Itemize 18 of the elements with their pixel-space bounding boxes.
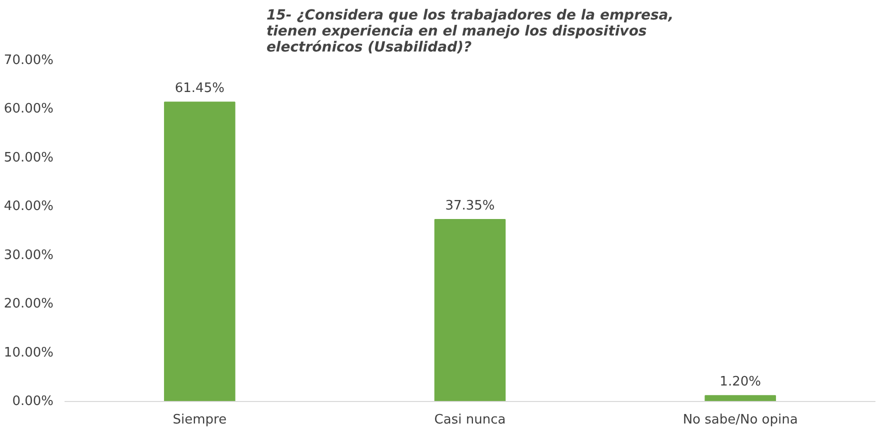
y-tick-label: 10.00% bbox=[4, 345, 54, 360]
y-tick-label: 60.00% bbox=[4, 102, 54, 117]
y-tick-label: 20.00% bbox=[4, 296, 54, 312]
data-label: 1.20% bbox=[720, 374, 761, 390]
data-label: 61.45% bbox=[174, 81, 224, 96]
x-tick-label: Siempre bbox=[172, 412, 227, 428]
bar bbox=[164, 102, 236, 402]
x-tick-label: No sabe/No opina bbox=[682, 412, 798, 428]
bar bbox=[704, 395, 776, 402]
chart-title: 15- ¿Considera que los trabajadores de la empresa, tienen experiencia en el manejo los dispositivos electrónicos (Usabilidad)? bbox=[266, 8, 674, 56]
y-tick-label: 40.00% bbox=[4, 199, 54, 214]
data-label: 37.35% bbox=[445, 198, 495, 214]
bar bbox=[434, 219, 506, 402]
y-tick-label: 0.00% bbox=[12, 394, 54, 409]
y-tick-label: 70.00% bbox=[4, 53, 54, 68]
x-tick-label: Casi nunca bbox=[434, 412, 506, 428]
y-tick-label: 50.00% bbox=[4, 150, 54, 166]
y-tick-label: 30.00% bbox=[4, 248, 54, 263]
